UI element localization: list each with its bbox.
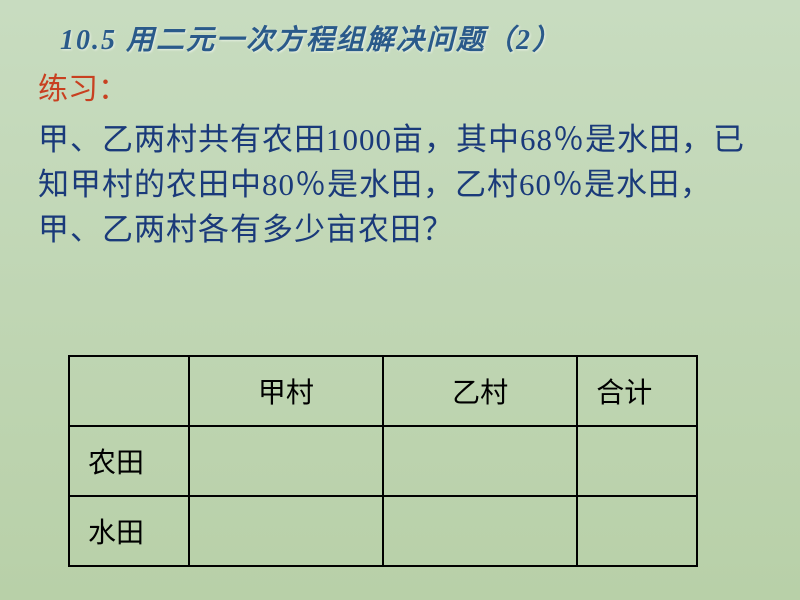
table-row: 水田 xyxy=(69,496,697,566)
table-cell xyxy=(577,426,697,496)
table-row: 农田 xyxy=(69,426,697,496)
table-cell xyxy=(383,426,577,496)
practice-label: 练习： xyxy=(0,58,800,108)
table-cell xyxy=(189,426,383,496)
data-table-wrap: 甲村 乙村 合计 农田 水田 xyxy=(68,355,698,567)
table-rowlabel-paddy: 水田 xyxy=(69,496,189,566)
table-header-village-b: 乙村 xyxy=(383,356,577,426)
table-rowlabel-farmland: 农田 xyxy=(69,426,189,496)
table-header-village-a: 甲村 xyxy=(189,356,383,426)
table-header-blank xyxy=(69,356,189,426)
problem-text: 甲、乙两村共有农田1000亩，其中68％是水田，已知甲村的农田中80％是水田，乙… xyxy=(0,108,800,253)
table-cell xyxy=(383,496,577,566)
table-header-total: 合计 xyxy=(577,356,697,426)
table-cell xyxy=(189,496,383,566)
table-row: 甲村 乙村 合计 xyxy=(69,356,697,426)
data-table: 甲村 乙村 合计 农田 水田 xyxy=(68,355,698,567)
section-title: 10.5 用二元一次方程组解决问题（2） xyxy=(0,0,800,58)
table-cell xyxy=(577,496,697,566)
